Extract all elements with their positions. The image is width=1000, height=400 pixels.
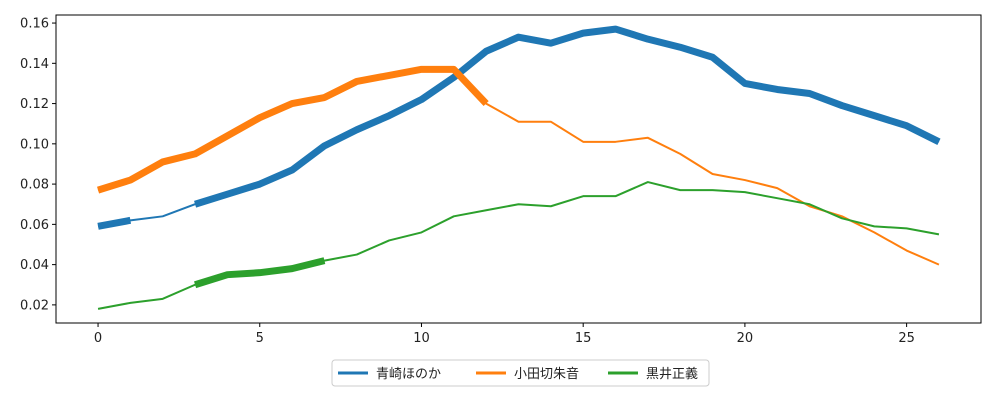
x-tick-label: 0 bbox=[94, 331, 102, 346]
y-tick-label: 0.06 bbox=[20, 218, 49, 233]
series-2-highlight-segment bbox=[97, 65, 489, 194]
y-tick-label: 0.10 bbox=[20, 137, 49, 152]
x-tick-label: 20 bbox=[737, 331, 754, 346]
x-tick-label: 15 bbox=[575, 331, 592, 346]
plot-area bbox=[97, 25, 941, 310]
series-3-highlight-segment bbox=[194, 257, 326, 289]
series-3-line bbox=[97, 181, 940, 310]
series-1-highlight-segment bbox=[97, 216, 132, 230]
y-tick-label: 0.04 bbox=[20, 258, 49, 273]
legend-label-3: 黒井正義 bbox=[646, 366, 698, 382]
legend-box bbox=[331, 359, 710, 387]
legend-label-1: 青崎ほのか bbox=[376, 367, 441, 382]
legend-label-2: 小田切朱音 bbox=[514, 366, 579, 382]
series-1-highlight-segment bbox=[194, 25, 941, 208]
y-tick-label: 0.02 bbox=[20, 298, 49, 313]
y-tick-label: 0.08 bbox=[20, 178, 49, 193]
x-tick-label: 25 bbox=[898, 331, 915, 346]
plot-frame bbox=[55, 14, 982, 324]
y-tick-label: 0.14 bbox=[20, 57, 49, 72]
x-tick-label: 10 bbox=[413, 331, 430, 346]
x-tick-label: 5 bbox=[256, 331, 264, 346]
series-2-line bbox=[97, 68, 940, 266]
axes: 0 5 10 15 20 25 0.02 0.04 0.06 0.08 0.10 0.12 0.14 0.… bbox=[20, 14, 982, 346]
legend: 青崎ほのか 小田切朱音 黒井正義 bbox=[331, 359, 710, 387]
y-tick-label: 0.16 bbox=[20, 17, 49, 32]
y-tick-label: 0.12 bbox=[20, 97, 49, 112]
